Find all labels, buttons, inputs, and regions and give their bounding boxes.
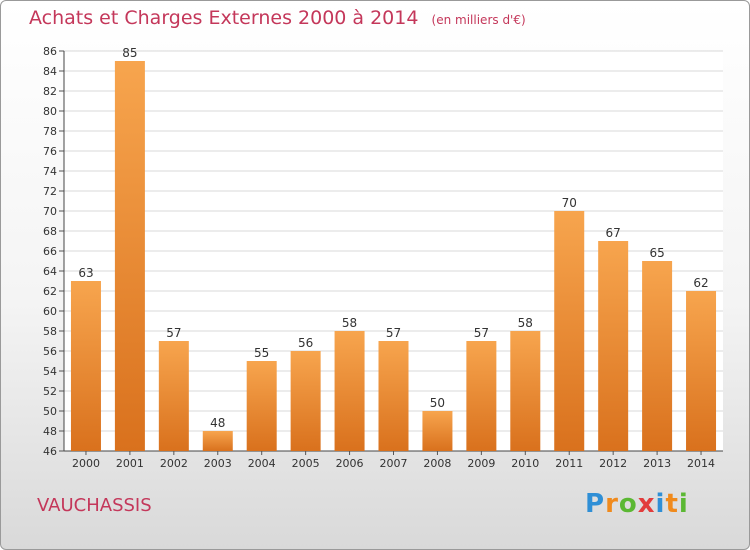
data-label: 63: [78, 266, 93, 280]
x-tick-label: 2007: [380, 457, 408, 470]
y-tick-label: 70: [43, 205, 57, 218]
commune-name: VAUCHASSIS: [37, 495, 152, 516]
x-tick-label: 2006: [336, 457, 364, 470]
x-tick-label: 2008: [423, 457, 451, 470]
bar: [510, 331, 541, 451]
logo-letter: i: [655, 489, 666, 519]
bar: [378, 341, 409, 451]
logo-letter: t: [665, 489, 679, 519]
x-tick-label: 2013: [643, 457, 671, 470]
data-label: 48: [210, 416, 225, 430]
x-tick-label: 2005: [292, 457, 320, 470]
y-tick-label: 66: [43, 245, 57, 258]
bar: [246, 361, 277, 451]
x-tick-label: 2009: [467, 457, 495, 470]
proxiti-logo: Proxiti: [585, 489, 689, 519]
y-tick-label: 56: [43, 345, 57, 358]
y-tick-label: 50: [43, 405, 57, 418]
data-label: 58: [518, 316, 533, 330]
data-label: 67: [606, 226, 621, 240]
y-tick-label: 82: [43, 85, 57, 98]
logo-letter: x: [637, 489, 656, 519]
data-label: 57: [386, 326, 401, 340]
bar: [114, 61, 145, 451]
bar: [554, 211, 585, 451]
bar: [686, 291, 717, 451]
y-tick-label: 52: [43, 385, 57, 398]
data-label: 50: [430, 396, 445, 410]
bar: [642, 261, 673, 451]
data-label: 65: [649, 246, 664, 260]
bar: [334, 331, 365, 451]
x-tick-label: 2002: [160, 457, 188, 470]
y-tick-label: 74: [43, 165, 57, 178]
bar: [70, 281, 101, 451]
x-tick-label: 2014: [687, 457, 715, 470]
bar: [422, 411, 453, 451]
y-tick-label: 62: [43, 285, 57, 298]
y-tick-label: 86: [43, 45, 57, 58]
y-tick-label: 84: [43, 65, 57, 78]
data-label: 58: [342, 316, 357, 330]
data-label: 56: [298, 336, 313, 350]
logo-letter: P: [585, 489, 606, 519]
x-tick-label: 2010: [511, 457, 539, 470]
bar: [202, 431, 233, 451]
x-tick-label: 2012: [599, 457, 627, 470]
x-tick-label: 2000: [72, 457, 100, 470]
data-label: 57: [474, 326, 489, 340]
y-tick-label: 48: [43, 425, 57, 438]
y-tick-label: 60: [43, 305, 57, 318]
x-tick-label: 2001: [116, 457, 144, 470]
bar: [598, 241, 629, 451]
y-tick-label: 78: [43, 125, 57, 138]
data-label: 85: [122, 46, 137, 60]
bar: [290, 351, 321, 451]
y-tick-label: 64: [43, 265, 57, 278]
data-label: 70: [562, 196, 577, 210]
data-label: 55: [254, 346, 269, 360]
logo-letter: r: [605, 489, 619, 519]
y-tick-label: 80: [43, 105, 57, 118]
y-tick-label: 54: [43, 365, 57, 378]
chart-title: Achats et Charges Externes 2000 à 2014: [29, 7, 419, 29]
bar: [158, 341, 189, 451]
y-tick-label: 68: [43, 225, 57, 238]
x-tick-label: 2004: [248, 457, 276, 470]
logo-letter: i: [678, 489, 689, 519]
bar: [466, 341, 497, 451]
y-tick-label: 46: [43, 445, 57, 458]
y-tick-label: 72: [43, 185, 57, 198]
x-tick-label: 2011: [555, 457, 583, 470]
data-label: 57: [166, 326, 181, 340]
chart-subtitle: (en milliers d'€): [431, 13, 526, 27]
logo-letter: o: [618, 489, 638, 519]
y-tick-label: 76: [43, 145, 57, 158]
x-tick-label: 2003: [204, 457, 232, 470]
y-tick-label: 58: [43, 325, 57, 338]
chart-title-block: Achats et Charges Externes 2000 à 2014 (…: [29, 7, 526, 29]
data-label: 62: [693, 276, 708, 290]
